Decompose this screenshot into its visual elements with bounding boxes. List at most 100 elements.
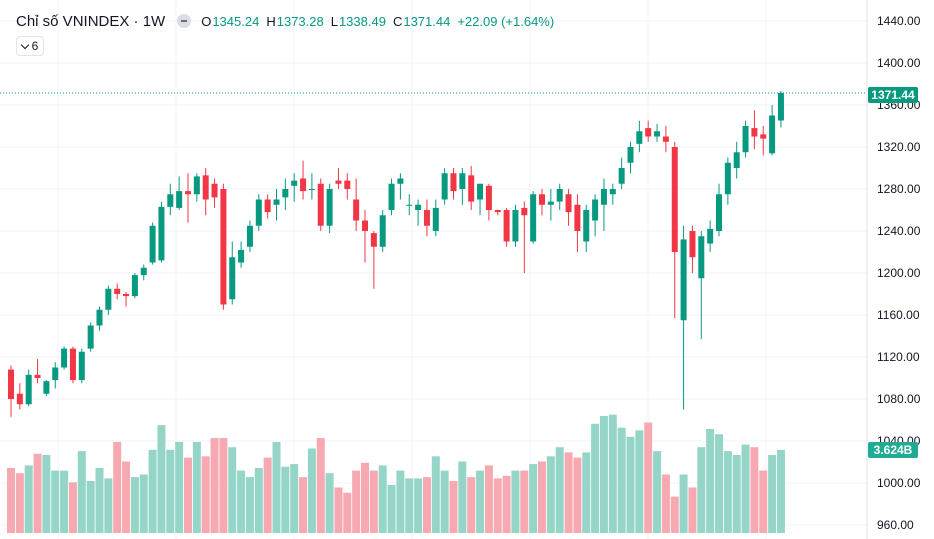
candle-body: [326, 189, 333, 226]
volume-bar: [24, 465, 33, 533]
high-value: 1373.28: [276, 13, 324, 29]
candle-body: [114, 288, 121, 294]
candle-body: [733, 152, 740, 168]
candle-body: [308, 189, 315, 190]
price-tick-label: 1200.00: [877, 266, 921, 280]
volume-bar: [635, 430, 644, 533]
volume-bar: [148, 449, 157, 533]
volume-bar: [201, 456, 210, 533]
volume-bar: [741, 444, 750, 533]
volume-bar: [750, 447, 759, 533]
candle-body: [574, 204, 581, 231]
volume-bar: [458, 461, 467, 533]
volume-label: 3.624B: [868, 442, 918, 458]
high-label: H: [266, 13, 276, 29]
volume-bar: [192, 442, 201, 533]
candle-body: [751, 128, 758, 137]
candle-body: [96, 309, 103, 326]
volume-bar: [290, 464, 299, 533]
candle-body: [698, 236, 705, 279]
candle-body: [167, 194, 174, 207]
minus-icon[interactable]: [177, 14, 192, 28]
volume-bar: [396, 470, 405, 533]
candle-body: [397, 178, 404, 184]
volume-bar: [77, 451, 86, 533]
volume-bar: [157, 425, 166, 533]
volume-bar: [422, 477, 431, 533]
candle-body: [87, 325, 94, 349]
volume-bar: [608, 414, 617, 533]
volume-bar: [387, 484, 396, 533]
price-tick-label: 1120.00: [877, 350, 920, 364]
candle-body: [362, 220, 368, 231]
volume-bar: [476, 470, 485, 533]
last-price-label: 1371.44: [868, 87, 918, 103]
volume-bar: [7, 468, 15, 533]
candle-body: [689, 231, 696, 258]
volume-bar: [520, 470, 529, 533]
candle-body: [600, 189, 607, 205]
volume-bar: [68, 482, 77, 533]
price-tick-label: 960.00: [877, 518, 914, 532]
volume-bar: [86, 481, 95, 533]
price-tick-label: 1160.00: [877, 308, 920, 322]
candle-body: [16, 393, 23, 405]
volume-bar: [768, 455, 777, 533]
volume-bar: [538, 461, 546, 533]
volume-bar: [449, 481, 458, 533]
volume-bar: [759, 470, 768, 533]
price-tick-label: 1320.00: [877, 140, 921, 154]
volume-bar: [776, 449, 785, 533]
volume-bar: [493, 478, 502, 533]
candle-body: [556, 189, 563, 202]
close-label: C: [392, 13, 403, 29]
volume-bar: [679, 474, 688, 533]
volume-bar: [706, 429, 715, 533]
candle-body: [645, 128, 652, 137]
price-tick-label: 1000.00: [877, 476, 921, 490]
volume-bar: [626, 436, 635, 533]
volume-bar: [502, 475, 511, 533]
volume-bar: [644, 422, 653, 533]
candle-body: [291, 180, 298, 186]
candle-body: [742, 126, 749, 153]
candle-body: [521, 207, 528, 216]
candle-body: [105, 288, 112, 310]
volume-bar: [546, 456, 555, 533]
volume-bar: [414, 478, 423, 533]
volume-bar: [307, 448, 316, 533]
volume-bar: [484, 465, 493, 533]
candle-body: [34, 374, 41, 378]
candle-body: [140, 267, 147, 276]
price-tick-label: 1240.00: [877, 224, 921, 238]
symbol-title[interactable]: Chỉ số VNINDEX · 1W: [16, 12, 166, 30]
candlesticks: [8, 91, 784, 417]
candle-body: [477, 183, 484, 200]
volume-bar: [95, 468, 104, 533]
candle-body: [512, 210, 519, 242]
volume-bar: [184, 457, 192, 533]
candle-body: [370, 233, 377, 247]
chart-grid: [0, 0, 867, 539]
volume-bar: [299, 477, 308, 533]
volume-bar: [361, 462, 369, 533]
volume-bar: [60, 470, 69, 533]
candle-body: [229, 257, 236, 300]
candle-body: [202, 175, 209, 200]
candle-body: [503, 210, 510, 242]
volume-bars: [7, 414, 785, 533]
candle-body: [716, 194, 722, 231]
open-label: O: [201, 13, 212, 29]
indicators-toggle-button[interactable]: 6: [16, 36, 44, 56]
volume-bar: [104, 478, 113, 533]
candle-body: [193, 176, 200, 195]
volume-bar: [15, 473, 24, 533]
candle-body: [769, 115, 776, 154]
volume-bar: [334, 487, 343, 533]
candle-body: [609, 189, 616, 195]
volume-bar: [467, 477, 476, 533]
volume-bar: [352, 470, 361, 533]
candle-body: [220, 189, 227, 305]
volume-bar: [113, 442, 122, 533]
